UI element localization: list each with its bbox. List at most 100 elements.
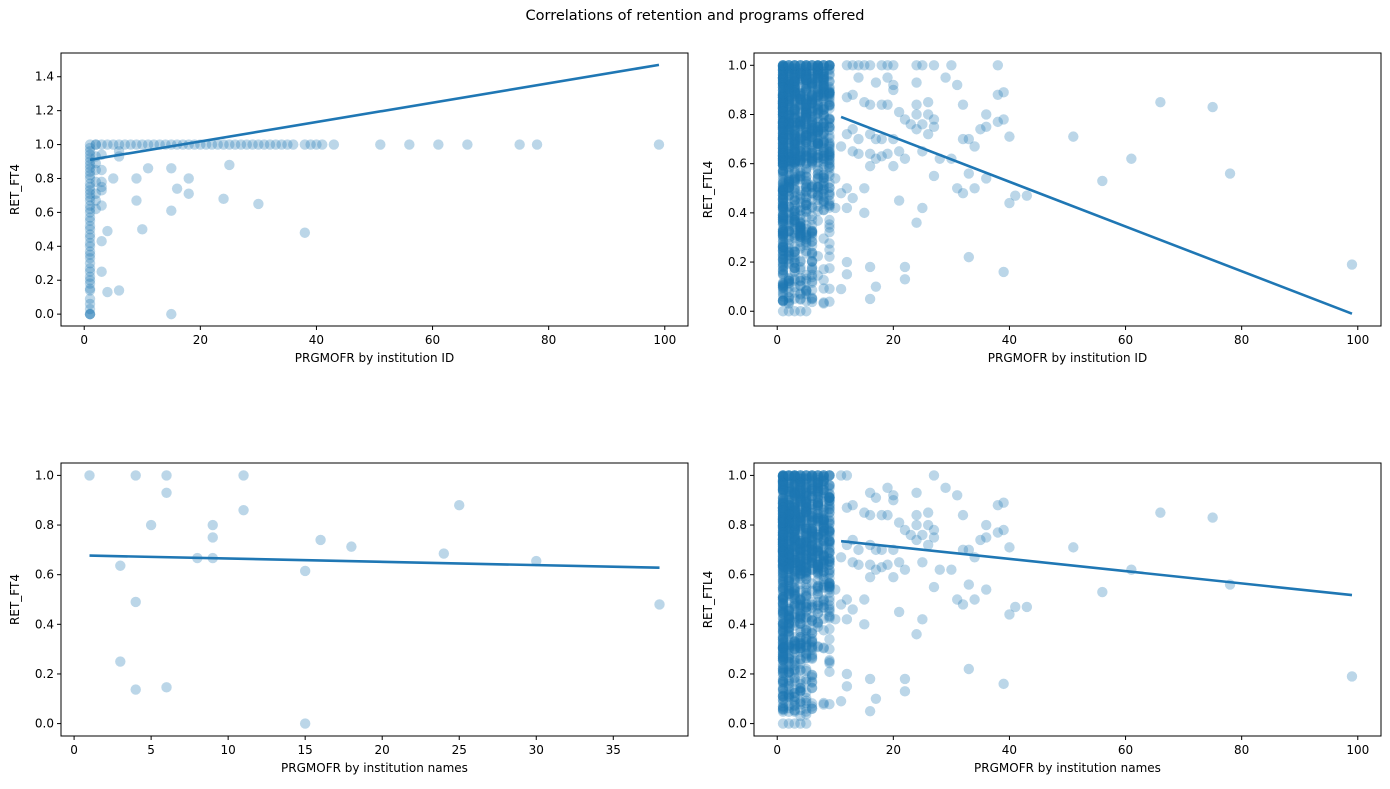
data-point xyxy=(783,639,795,651)
data-point xyxy=(84,188,96,199)
data-point xyxy=(789,487,800,498)
data-point xyxy=(299,227,311,238)
data-point xyxy=(777,501,789,513)
data-point xyxy=(789,231,800,242)
data-point xyxy=(777,492,789,503)
data-point xyxy=(824,495,835,506)
data-point xyxy=(789,691,800,703)
data-point xyxy=(654,599,665,610)
data-point xyxy=(806,470,818,481)
data-point xyxy=(777,282,789,294)
data-point xyxy=(783,582,795,593)
data-point xyxy=(806,180,818,192)
data-point xyxy=(777,98,789,109)
data-point xyxy=(795,547,806,558)
data-point xyxy=(795,560,806,571)
data-point xyxy=(812,564,824,576)
data-point xyxy=(957,599,969,610)
data-point xyxy=(789,525,800,536)
data-point xyxy=(795,515,806,526)
data-point xyxy=(789,221,800,233)
data-point xyxy=(777,152,789,164)
data-point xyxy=(777,102,789,114)
data-point xyxy=(818,514,829,525)
data-point xyxy=(824,535,835,547)
data-point xyxy=(789,69,800,80)
data-point xyxy=(783,186,795,197)
data-point xyxy=(992,60,1004,71)
data-point xyxy=(783,538,795,549)
data-point xyxy=(783,689,795,701)
data-point xyxy=(777,120,789,131)
data-point xyxy=(783,518,795,529)
data-point xyxy=(783,164,795,175)
data-point xyxy=(795,565,806,576)
data-point xyxy=(806,615,818,627)
data-point xyxy=(783,155,795,166)
data-point xyxy=(789,257,800,268)
y-tick-label: 0.4 xyxy=(728,206,747,220)
data-point xyxy=(818,153,829,164)
data-point xyxy=(789,643,800,655)
data-point xyxy=(818,579,829,591)
data-point xyxy=(795,225,806,236)
data-point xyxy=(777,536,789,547)
data-point xyxy=(115,560,126,571)
data-point xyxy=(789,129,800,141)
data-point xyxy=(783,98,795,109)
data-point xyxy=(777,538,789,549)
data-point xyxy=(795,264,806,275)
data-point xyxy=(818,595,829,606)
data-point xyxy=(801,87,812,98)
data-point xyxy=(777,553,789,564)
data-point xyxy=(818,143,829,154)
data-point xyxy=(801,129,812,141)
data-point xyxy=(777,109,789,121)
data-point xyxy=(801,109,812,120)
data-point xyxy=(806,703,818,714)
data-point xyxy=(812,608,824,619)
data-point xyxy=(806,154,818,165)
data-point xyxy=(917,529,928,541)
data-point xyxy=(777,92,789,103)
data-point xyxy=(789,655,800,666)
data-point xyxy=(824,100,835,111)
data-point xyxy=(893,557,905,568)
data-point xyxy=(777,171,789,183)
data-point xyxy=(812,532,824,543)
data-point xyxy=(777,509,789,520)
data-point xyxy=(795,115,806,126)
data-point xyxy=(801,541,812,553)
data-point xyxy=(783,481,795,492)
data-point xyxy=(789,705,800,716)
data-point xyxy=(789,486,800,498)
data-point xyxy=(777,306,789,317)
y-tick-label: 0.0 xyxy=(728,717,747,731)
data-point xyxy=(818,602,829,613)
data-point xyxy=(806,219,818,231)
data-point xyxy=(824,587,835,598)
data-point xyxy=(783,558,795,569)
data-point xyxy=(806,635,818,646)
data-point xyxy=(911,99,922,110)
x-tick-label: 0 xyxy=(773,743,781,757)
data-point xyxy=(777,96,789,107)
data-point xyxy=(777,539,789,550)
data-point xyxy=(777,483,789,495)
data-point xyxy=(795,262,806,273)
data-point xyxy=(801,589,812,601)
data-point xyxy=(131,139,142,150)
y-tick-label: 0.2 xyxy=(35,667,54,681)
data-point xyxy=(812,477,824,488)
data-point xyxy=(806,147,818,159)
data-point xyxy=(812,67,824,78)
data-point xyxy=(777,143,789,154)
data-point xyxy=(777,591,789,603)
data-point xyxy=(789,75,800,87)
data-point xyxy=(777,200,789,211)
data-point xyxy=(801,147,812,158)
data-point xyxy=(795,544,806,555)
data-point xyxy=(812,173,824,185)
data-point xyxy=(824,666,835,678)
data-point xyxy=(789,593,800,604)
